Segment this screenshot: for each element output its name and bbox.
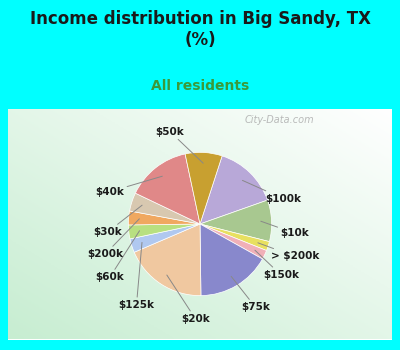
Text: $100k: $100k (242, 180, 301, 204)
Text: $10k: $10k (261, 221, 309, 238)
Text: $125k: $125k (118, 243, 154, 310)
Wedge shape (134, 224, 201, 296)
Wedge shape (130, 193, 200, 224)
Text: $40k: $40k (96, 176, 162, 197)
Text: $50k: $50k (156, 127, 203, 163)
Text: $20k: $20k (167, 275, 210, 324)
Text: > $200k: > $200k (258, 243, 319, 261)
Wedge shape (200, 224, 270, 251)
Wedge shape (200, 224, 262, 296)
Text: $60k: $60k (96, 231, 140, 282)
Text: $30k: $30k (93, 205, 142, 237)
Wedge shape (135, 154, 200, 224)
Text: $150k: $150k (255, 250, 299, 280)
Text: $75k: $75k (231, 276, 270, 312)
Wedge shape (130, 224, 200, 252)
Wedge shape (200, 156, 268, 224)
Wedge shape (200, 200, 272, 242)
Text: All residents: All residents (151, 79, 249, 93)
Text: Income distribution in Big Sandy, TX
(%): Income distribution in Big Sandy, TX (%) (30, 10, 370, 49)
Wedge shape (128, 211, 200, 225)
Text: $200k: $200k (87, 219, 139, 259)
Wedge shape (128, 224, 200, 239)
Text: City-Data.com: City-Data.com (245, 116, 314, 125)
Wedge shape (185, 152, 222, 224)
Wedge shape (200, 224, 266, 259)
